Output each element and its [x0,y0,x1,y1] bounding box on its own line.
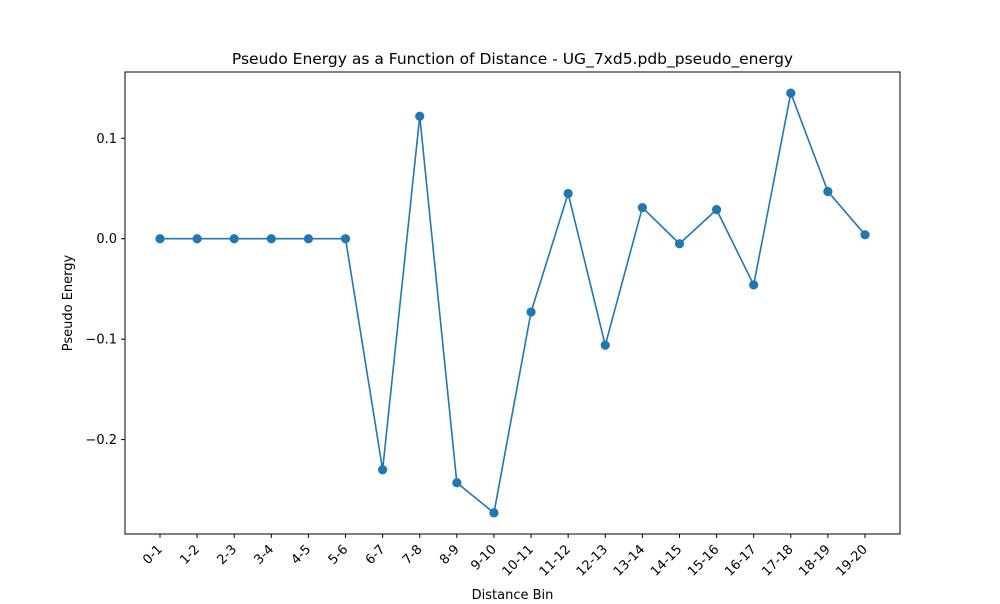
y-tick-label: −0.1 [85,333,117,348]
data-point [229,234,239,244]
data-point [340,234,351,244]
x-tick-label: 9-10 [468,542,499,573]
data-point [378,465,388,475]
chart-title: Pseudo Energy as a Function of Distance … [232,50,793,69]
x-tick-label: 18-19 [796,542,833,579]
x-axis-label: Distance Bin [472,588,554,600]
data-point [192,234,202,244]
data-point [563,188,573,199]
data-point [266,234,276,244]
data-point [415,111,425,121]
data-point [749,280,759,290]
x-tick-label: 13-14 [611,542,648,579]
x-tick-label: 16-17 [722,542,759,579]
x-tick-label: 10-11 [500,542,537,579]
data-point [823,186,833,197]
x-tick-label: 3-4 [252,542,278,568]
x-tick-label: 15-16 [685,542,722,579]
x-tick-label: 4-5 [289,542,315,568]
x-tick-label: 11-12 [537,542,574,579]
series-line [160,92,866,514]
data-point [452,478,462,488]
x-tick-label: 7-8 [400,542,426,568]
x-tick-label: 2-3 [214,542,240,568]
data-point [526,307,536,317]
y-tick-label: 0.0 [96,232,117,247]
x-tick-label: 5-6 [326,542,352,568]
data-point [860,230,870,240]
x-tick-label: 6-7 [363,542,389,568]
data-point [711,204,722,215]
y-tick-label: 0.1 [96,132,117,147]
y-axis-label: Pseudo Energy [61,254,76,351]
x-tick-label: 14-15 [648,542,685,579]
data-point [786,88,796,98]
x-tick-label: 12-13 [574,542,611,579]
x-tick-label: 1-2 [177,542,203,568]
axes-frame [124,71,901,535]
data-point [637,202,647,213]
x-tick-label: 17-18 [759,542,796,579]
data-point [600,340,610,350]
data-point [674,239,685,249]
data-point [489,508,499,518]
data-point [303,234,314,244]
y-tick-label: −0.2 [85,433,117,448]
x-tick-label: 0-1 [140,542,166,568]
x-tick-label: 8-9 [437,542,463,568]
plot-area: 0.1 0.0 −0.1 −0.2 0-1 1-2 2-3 3-4 4-5 5-6 6-7 7-8 8-… [85,71,901,580]
x-tick-label: 19-20 [834,542,871,579]
data-point [155,234,165,244]
